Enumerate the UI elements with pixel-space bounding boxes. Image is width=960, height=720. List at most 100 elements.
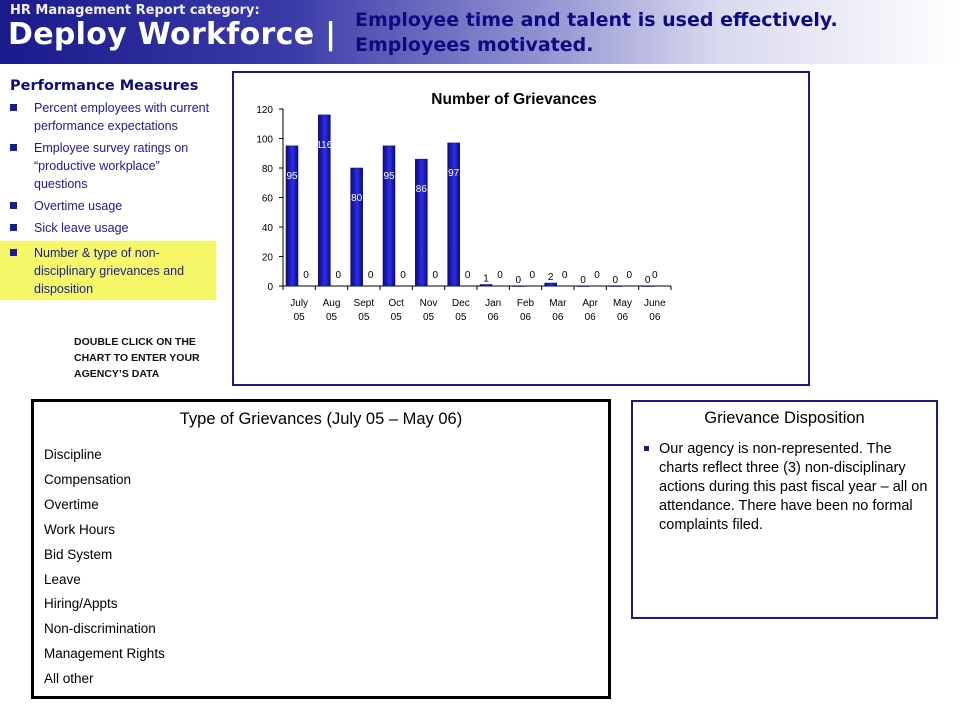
x-tick-label: 05 <box>391 312 403 323</box>
data-label: 0 <box>303 270 309 281</box>
chart-title: Number of Grievances <box>431 91 596 108</box>
x-tick-label: Jan <box>485 298 501 309</box>
disposition-title: Grievance Disposition <box>704 409 865 427</box>
data-label: 116 <box>316 140 332 151</box>
bar <box>609 285 622 287</box>
x-tick-label: 05 <box>326 312 338 323</box>
grievance-type-item: Compensation <box>44 471 132 487</box>
x-tick-label: June <box>644 298 666 309</box>
data-label: 0 <box>580 275 586 286</box>
x-tick-label: Feb <box>517 298 535 309</box>
grievance-types-title: Type of Grievances (July 05 – May 06) <box>179 410 463 428</box>
grievance-type-item: Bid System <box>44 546 113 562</box>
x-tick-label: Aug <box>323 298 341 309</box>
square-bullet-icon <box>10 224 17 231</box>
measure-item: Overtime usage <box>0 197 216 215</box>
data-label: 1 <box>483 274 489 285</box>
data-label: 95 <box>383 171 395 182</box>
y-tick-label: 60 <box>262 194 274 205</box>
data-label: 97 <box>448 168 460 179</box>
x-tick-label: 06 <box>585 312 597 323</box>
bar <box>350 167 363 287</box>
x-tick-label: 05 <box>455 312 467 323</box>
measures-list: Percent employees with current performan… <box>0 99 216 304</box>
measure-label: Percent employees with current performan… <box>34 101 210 133</box>
header-banner: HR Management Report category: Deploy Wo… <box>0 0 960 64</box>
chart-instruction: DOUBLE CLICK ON THE CHART TO ENTER YOUR … <box>74 336 200 380</box>
x-tick-label: Dec <box>452 298 470 309</box>
bar <box>641 285 654 287</box>
x-tick-label: 05 <box>294 312 306 323</box>
data-label: 86 <box>416 184 428 195</box>
page-title: Deploy Workforce | <box>8 17 337 52</box>
measure-item: Percent employees with current performan… <box>0 99 216 135</box>
goal-statement: Employee time and talent is used effecti… <box>355 8 838 58</box>
x-tick-label: Mar <box>549 298 567 309</box>
x-tick-label: May <box>613 298 632 309</box>
data-label: 0 <box>516 275 522 286</box>
bar <box>285 145 299 287</box>
measure-label: Overtime usage <box>34 199 123 213</box>
grievance-disposition-panel: Grievance Disposition Our agency is non-… <box>631 400 938 619</box>
measures-title: Performance Measures <box>10 78 199 94</box>
grievances-chart[interactable]: Number of Grievances020406080100120July0… <box>234 73 808 384</box>
y-tick-label: 80 <box>262 164 274 175</box>
goal-line-2: Employees motivated. <box>355 34 594 56</box>
x-tick-label: 05 <box>358 312 370 323</box>
data-label: 0 <box>627 270 633 281</box>
measure-item: Employee survey ratings on “productive w… <box>0 139 216 193</box>
grievance-type-item: Management Rights <box>44 646 165 662</box>
grievance-type-item: Discipline <box>44 447 102 462</box>
y-tick-label: 40 <box>262 223 274 234</box>
y-tick-label: 0 <box>267 282 273 293</box>
grievance-types-list: Discipline Compensation Overtime Work Ho… <box>44 443 165 692</box>
grievance-types-panel: Type of Grievances (July 05 – May 06) Di… <box>31 399 611 699</box>
data-label: 0 <box>465 270 471 281</box>
bar <box>382 145 396 287</box>
y-tick-label: 100 <box>256 135 273 146</box>
measure-label: Sick leave usage <box>34 221 129 235</box>
data-label: 0 <box>497 270 503 281</box>
grievance-type-item: Non-discrimination <box>44 621 156 637</box>
goal-line-1: Employee time and talent is used effecti… <box>355 9 838 31</box>
bar <box>415 158 428 287</box>
x-tick-label: 06 <box>488 312 500 323</box>
data-label: 0 <box>433 270 439 281</box>
bar <box>318 114 331 287</box>
grievance-type-item: Overtime <box>44 496 99 512</box>
square-bullet-icon <box>10 249 17 256</box>
data-label: 0 <box>530 270 536 281</box>
bar <box>479 284 493 287</box>
data-label: 0 <box>400 270 406 281</box>
data-label: 0 <box>652 270 658 281</box>
x-tick-label: 06 <box>649 312 661 323</box>
report-category: HR Management Report category: <box>10 3 260 18</box>
grievance-type-item: Hiring/Appts <box>44 596 118 612</box>
x-tick-label: 05 <box>423 312 435 323</box>
x-tick-label: 06 <box>520 312 532 323</box>
data-label: 80 <box>351 193 363 204</box>
square-bullet-icon <box>10 104 17 111</box>
data-label: 0 <box>562 270 568 281</box>
measure-label: Employee survey ratings on “productive w… <box>34 141 189 191</box>
y-tick-label: 120 <box>256 105 273 116</box>
x-tick-label: 06 <box>552 312 564 323</box>
x-tick-label: Nov <box>420 298 438 309</box>
bar <box>576 285 590 287</box>
measure-item: Sick leave usage <box>0 219 216 237</box>
measure-label: Number & type of non-disciplinary grieva… <box>34 246 185 296</box>
data-label: 0 <box>594 270 600 281</box>
grievance-type-item: Leave <box>44 571 81 587</box>
bar <box>512 285 525 287</box>
y-tick-label: 20 <box>262 253 274 264</box>
measure-item-highlighted: Number & type of non-disciplinary grieva… <box>0 241 216 300</box>
x-tick-label: Oct <box>388 298 404 309</box>
data-label: 95 <box>286 171 298 182</box>
grievance-type-item: All other <box>44 671 94 687</box>
data-label: 0 <box>336 270 342 281</box>
data-label: 0 <box>613 275 619 286</box>
bar <box>544 282 557 287</box>
grievances-chart-frame[interactable]: Number of Grievances 0 20 40 60 80 100 120 July 0… <box>232 71 810 386</box>
bar <box>447 142 460 287</box>
disposition-text: Our agency is non-represented. The chart… <box>659 441 928 533</box>
